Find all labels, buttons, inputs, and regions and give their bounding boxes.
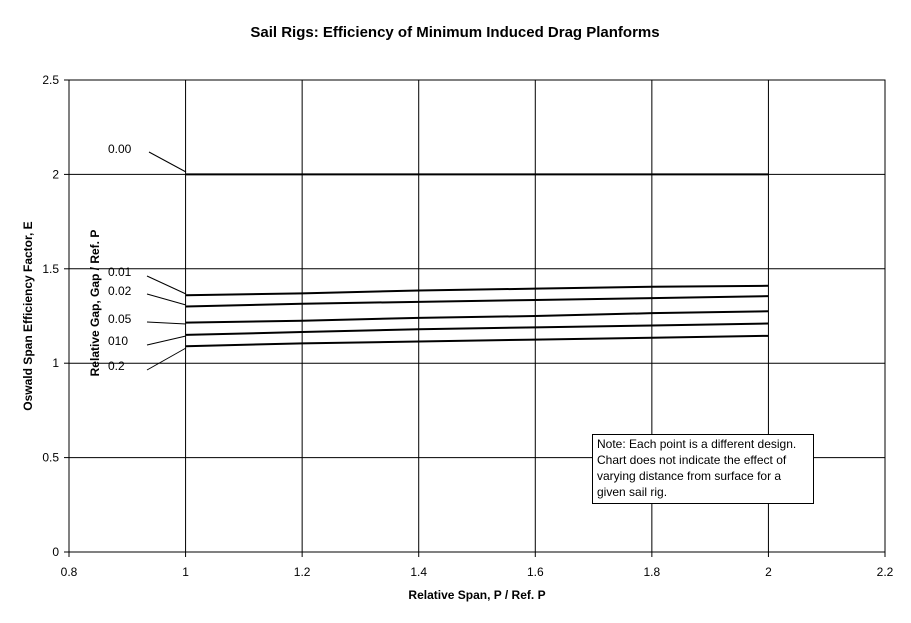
- x-tick-label: 0.8: [61, 565, 78, 579]
- x-tick-label: 2: [765, 565, 772, 579]
- series-label-leader-0: [148, 151, 187, 173]
- y-axis-label: Oswald Span Efficiency Factor, E: [21, 221, 35, 410]
- series-labels: 0.00 0.01 0.02 0.05 010 0.2: [108, 142, 187, 373]
- y-tick-label: 0: [52, 545, 59, 559]
- series-label-leader-4: [146, 335, 187, 346]
- x-tick-label: 1.4: [410, 565, 427, 579]
- series-label-0: 0.00: [108, 142, 132, 156]
- series-label-1: 0.01: [108, 265, 132, 279]
- x-tick-label: 1.2: [294, 565, 311, 579]
- series-line-2: [185, 295, 769, 308]
- x-axis-label: Relative Span, P / Ref. P: [408, 588, 545, 602]
- series-line-3: [185, 310, 769, 324]
- y-tick-label: 2: [52, 167, 59, 181]
- series-label-leader-2: [146, 293, 187, 306]
- series-label-leader-5: [146, 347, 187, 371]
- series-label-2: 0.02: [108, 284, 132, 298]
- legend-title: Relative Gap, Gap / Ref. P: [88, 230, 102, 377]
- y-tick-label: 0.5: [42, 451, 59, 465]
- note-box: Note: Each point is a different design. …: [592, 434, 814, 504]
- y-tick-label: 2.5: [42, 73, 59, 87]
- series-lines: [185, 173, 769, 348]
- series-label-3: 0.05: [108, 312, 132, 326]
- x-axis-ticks: 0.8 1 1.2 1.4 1.6 1.8 2 2.2: [61, 552, 894, 579]
- series-label-5: 0.2: [108, 359, 125, 373]
- series-label-leader-3: [146, 321, 187, 325]
- series-label-4: 010: [108, 334, 128, 348]
- x-tick-label: 1.8: [644, 565, 661, 579]
- series-line-4: [185, 322, 769, 336]
- x-tick-label: 2.2: [877, 565, 894, 579]
- series-label-leader-1: [146, 275, 187, 295]
- series-line-5: [185, 334, 769, 348]
- y-tick-label: 1: [52, 356, 59, 370]
- chart-title: Sail Rigs: Efficiency of Minimum Induced…: [250, 24, 659, 41]
- series-line-1: [185, 284, 769, 297]
- plot-area-frame: [68, 79, 886, 553]
- y-tick-label: 1.5: [42, 262, 59, 276]
- x-tick-label: 1: [182, 565, 189, 579]
- x-tick-label: 1.6: [527, 565, 544, 579]
- y-axis-ticks: 0 0.5 1 1.5 2 2.5: [42, 73, 69, 559]
